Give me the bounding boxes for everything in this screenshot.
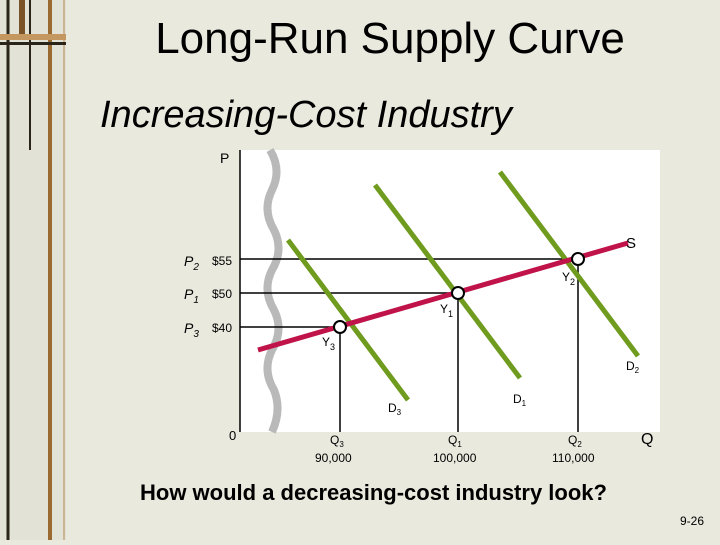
price-letter: P xyxy=(184,286,194,302)
price-label-p3: P3 xyxy=(184,320,199,340)
eq-subscript: 3 xyxy=(330,342,335,352)
price-subscript: 3 xyxy=(193,329,199,340)
qty-subscript: 3 xyxy=(339,440,344,449)
qty-letter: Q xyxy=(330,433,339,447)
question-text: How would a decreasing-cost industry loo… xyxy=(140,480,607,505)
eq-letter: Y xyxy=(322,335,330,349)
demand-subscript: 1 xyxy=(522,399,527,408)
price-letter: P xyxy=(184,320,194,336)
x-axis-label: Q xyxy=(641,431,653,448)
page-number: 9-26 xyxy=(679,514,704,528)
slide-subtitle: Increasing-Cost Industry xyxy=(100,94,512,136)
equilibrium-point-y1 xyxy=(451,286,465,300)
eq-subscript: 2 xyxy=(570,277,575,287)
origin-label: 0 xyxy=(229,428,236,443)
price-value-p2: $55 xyxy=(212,254,232,268)
wavy-axis-break xyxy=(263,147,283,434)
slide-title: Long-Run Supply Curve xyxy=(155,14,625,63)
demand-letter: D xyxy=(513,392,522,406)
y-axis-label: P xyxy=(220,150,229,166)
qty-subscript: 1 xyxy=(457,440,462,449)
qty-label-q1: Q1 xyxy=(448,433,462,449)
qty-value-q3: 90,000 xyxy=(315,451,352,465)
qty-value-q1: 100,000 xyxy=(433,451,477,465)
demand-letter: D xyxy=(626,359,635,373)
supply-curve xyxy=(257,240,629,353)
demand-curve-d1 xyxy=(373,183,522,380)
price-subscript: 1 xyxy=(193,295,199,306)
demand-label-d3: D3 xyxy=(388,401,402,417)
demand-label-d2: D2 xyxy=(626,359,640,375)
qty-subscript: 2 xyxy=(577,440,582,449)
equilibrium-point-y2 xyxy=(571,252,585,266)
qty-label-q2: Q2 xyxy=(568,433,582,449)
demand-subscript: 3 xyxy=(397,408,402,417)
price-value-p1: $50 xyxy=(212,287,232,301)
price-letter: P xyxy=(184,253,194,269)
qty-letter: Q xyxy=(568,433,577,447)
demand-curve-d3 xyxy=(286,238,410,402)
equilibrium-label-y2: Y2 xyxy=(562,270,575,287)
qty-letter: Q xyxy=(448,433,457,447)
qty-value-q2: 110,000 xyxy=(552,451,595,465)
demand-label-d1: D1 xyxy=(513,392,527,408)
equilibrium-label-y1: Y1 xyxy=(440,302,453,319)
left-decoration xyxy=(0,0,66,540)
price-label-p2: P2 xyxy=(184,253,199,273)
demand-subscript: 2 xyxy=(635,366,640,375)
eq-letter: Y xyxy=(440,302,448,316)
price-label-p1: P1 xyxy=(184,286,199,306)
eq-letter: Y xyxy=(562,270,570,284)
supply-label: S xyxy=(626,235,636,252)
qty-label-q3: Q3 xyxy=(330,433,344,449)
price-subscript: 2 xyxy=(192,262,199,273)
price-value-p3: $40 xyxy=(212,321,232,335)
demand-letter: D xyxy=(388,401,397,415)
equilibrium-point-y3 xyxy=(333,320,347,334)
demand-curve-d2 xyxy=(498,170,640,358)
plot-area xyxy=(240,150,660,432)
equilibrium-label-y3: Y3 xyxy=(322,335,335,352)
eq-subscript: 1 xyxy=(448,309,453,319)
